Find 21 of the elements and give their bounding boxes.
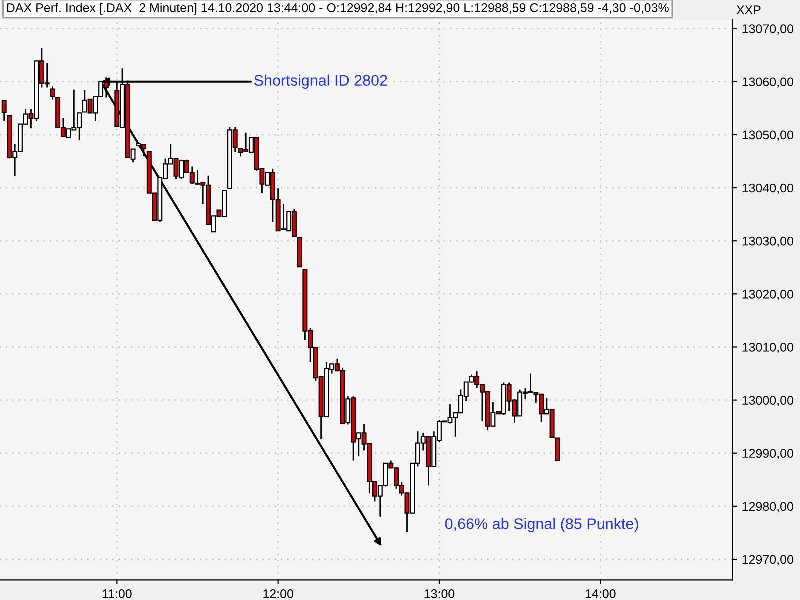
y-tick-label: 12980,00 [742,502,794,513]
y-tick-label: 13060,00 [742,78,794,88]
y-tick-label: 13030,00 [742,236,794,248]
x-tick-label: 11:00 [102,590,132,598]
y-tick-label: 13070,00 [742,24,794,35]
y-tick-label: 13040,00 [742,184,794,194]
y-tick-label: 13020,00 [742,290,794,300]
y-axis-title: XXP [736,6,761,14]
x-tick-label: 14:00 [586,590,616,598]
x-tick-label: 12:00 [264,590,294,598]
annotation: 0,66% ab Signal (85 Punkte) [445,518,638,532]
y-tick-label: 13010,00 [742,343,794,354]
y-tick-label: 13050,00 [742,130,794,142]
annotation: Shortsignal ID 2802 [254,74,388,90]
candlestick [2,100,7,122]
candlestick [50,86,56,101]
y-tick-label: 13000,00 [742,396,794,406]
y-tick-label: 12970,00 [742,555,794,566]
y-tick-label: 12990,00 [742,449,794,460]
x-tick-label: 13:00 [424,590,455,598]
chart-title: DAX Perf. Index [.DAX 2 Minuten] 14.10.2020 13:44:00 - O:12992,84 H:12992,90 L:12988,59 C:12988,59 -4,30 -0,03% [7,3,669,15]
